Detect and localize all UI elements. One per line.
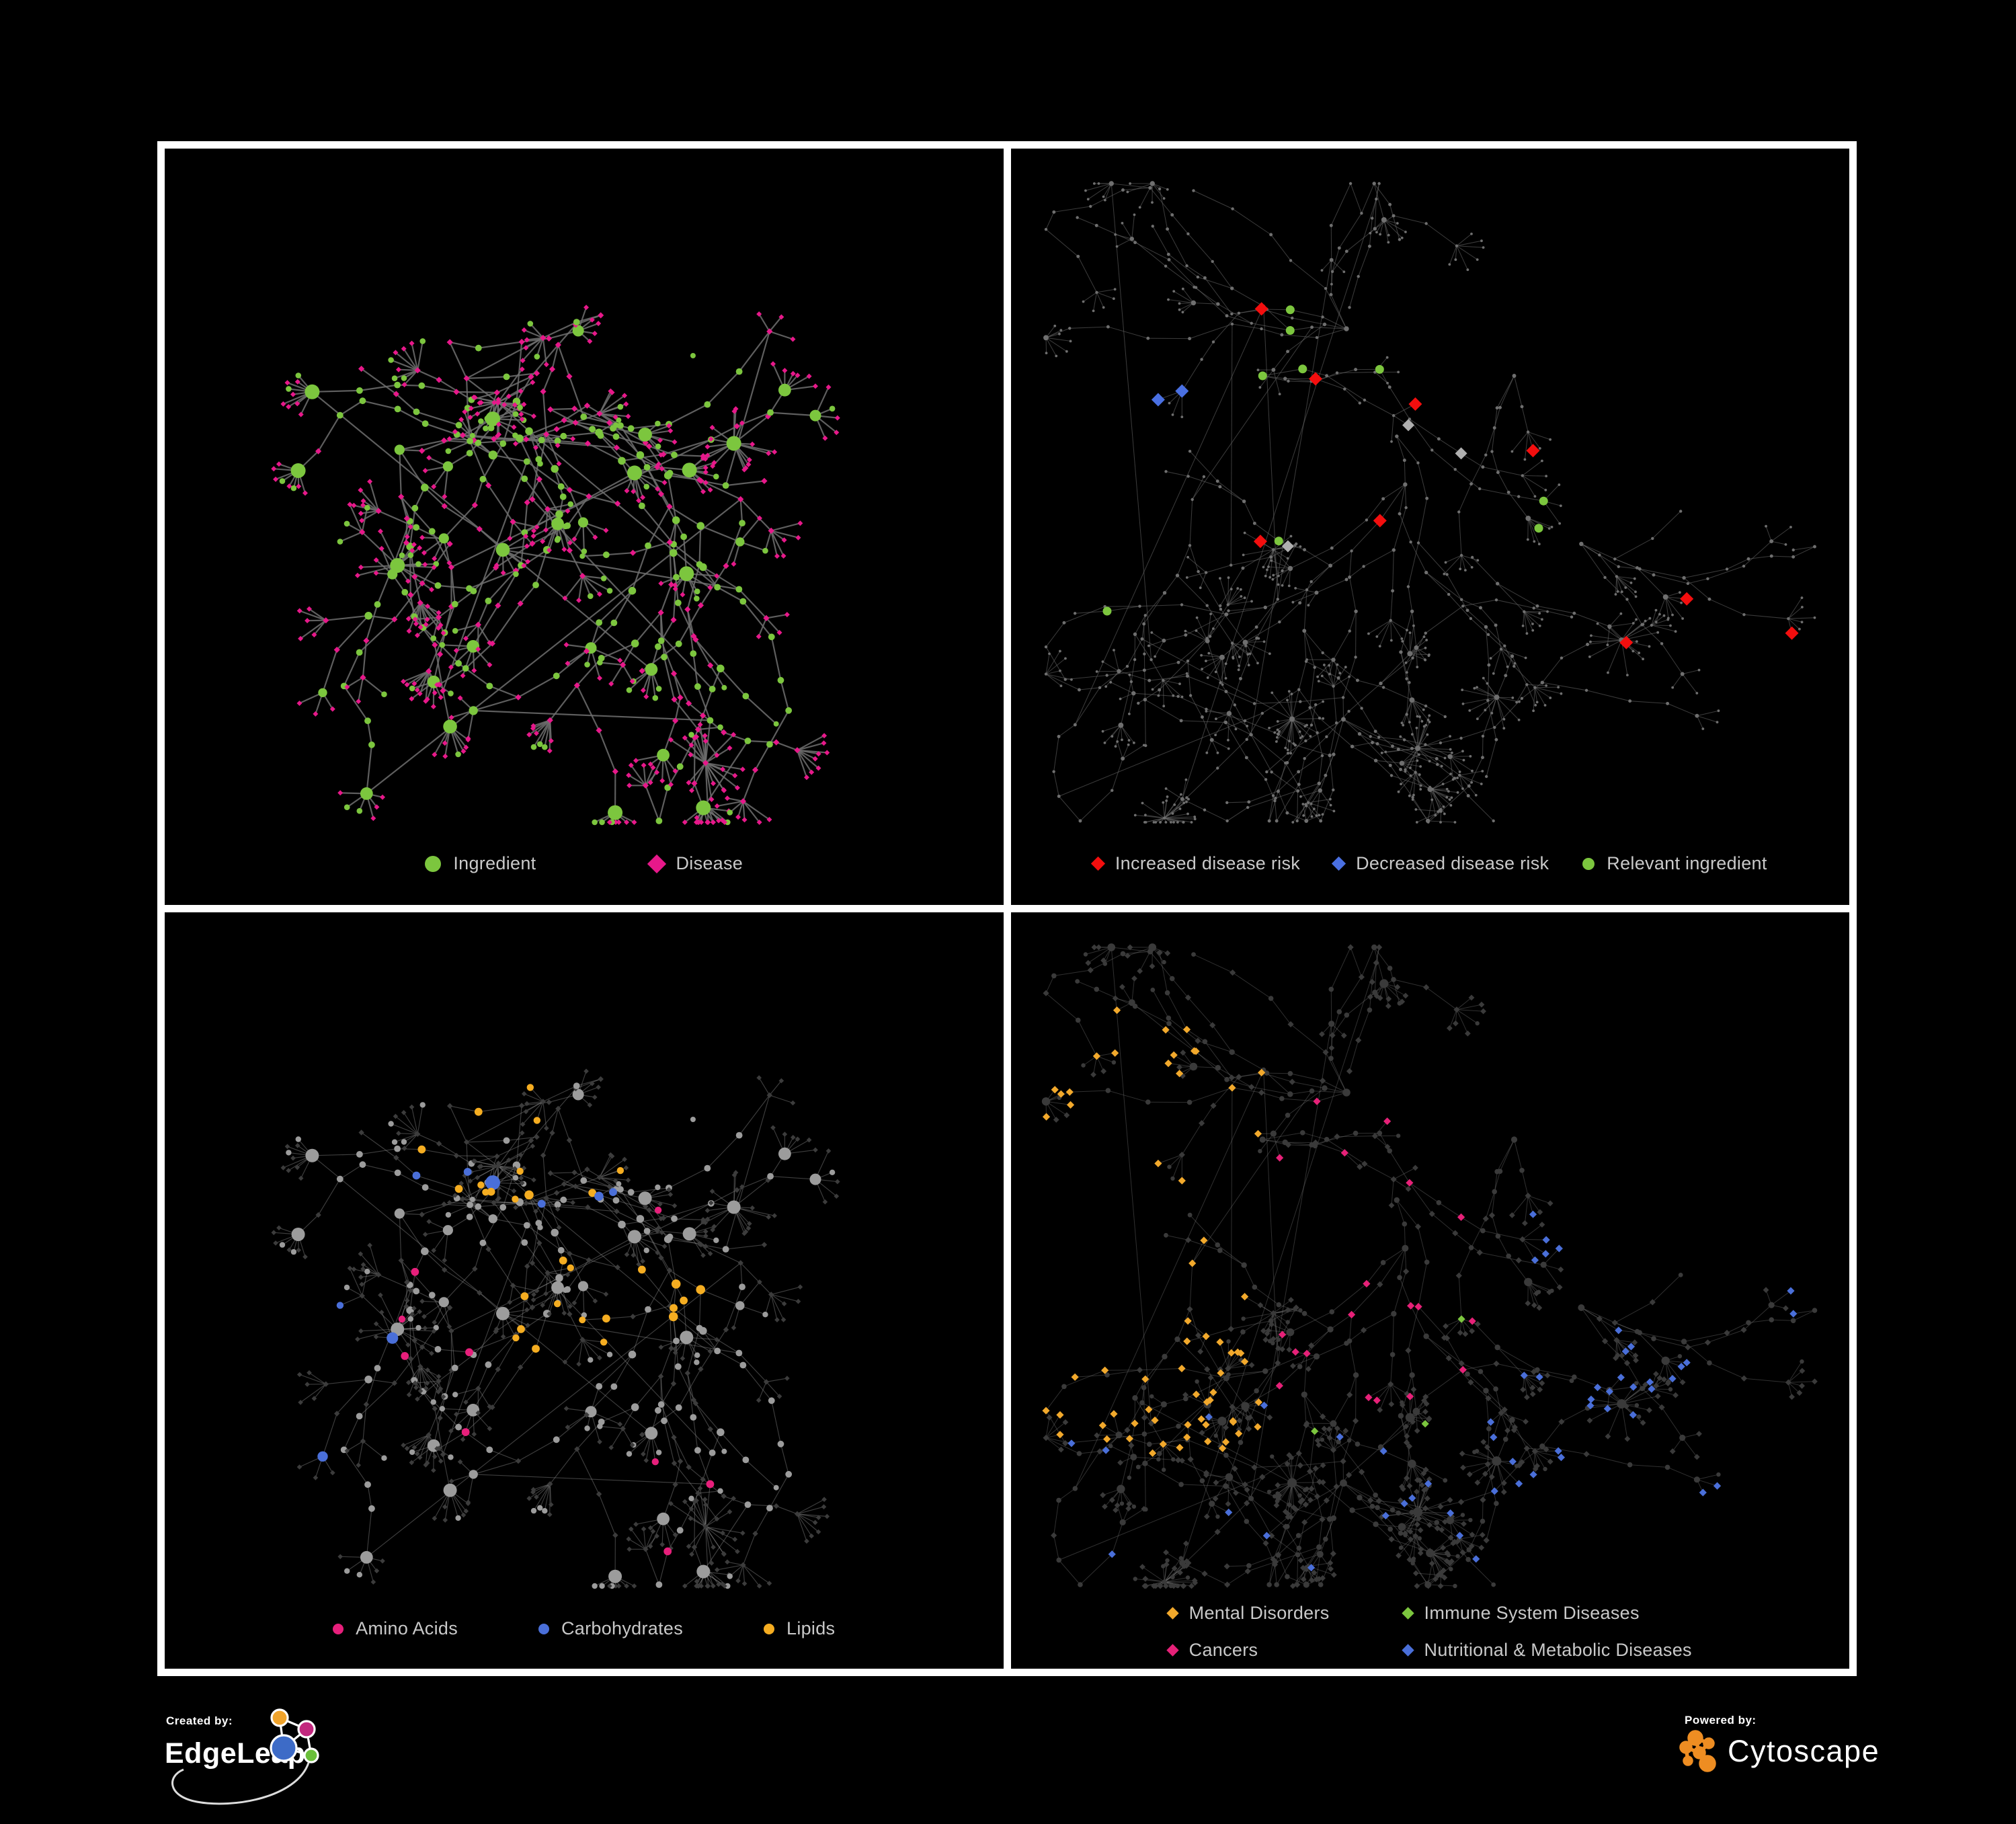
legend-label: Carbohydrates [561, 1618, 683, 1639]
powered-by-label: Powered by: [1685, 1714, 1757, 1727]
legend-item: Decreased disease risk [1334, 853, 1549, 874]
legend-item: Mental Disorders [1168, 1603, 1330, 1624]
panel-disease-risk: Increased disease risk Decreased disease … [1011, 149, 1850, 905]
legend-item: Relevant ingredient [1582, 853, 1767, 874]
legend-label: Cancers [1189, 1640, 1258, 1661]
legend-diamond-marker [647, 854, 666, 873]
legend-label: Ingredient [453, 853, 536, 874]
legend-label: Relevant ingredient [1607, 853, 1767, 874]
panel-nutrient-class: Amino Acids Carbohydrates Lipids [165, 912, 1004, 1669]
edgeleap-network-icon [271, 1710, 318, 1762]
legend-label: Amino Acids [356, 1618, 458, 1639]
created-by-label: Created by: [166, 1714, 233, 1727]
legend-diamond-marker [1091, 857, 1105, 871]
legend-item: Carbohydrates [538, 1618, 683, 1639]
legend-diamond-marker [1166, 1644, 1178, 1656]
legend-item: Cancers [1168, 1640, 1258, 1661]
legend-circle-marker [764, 1624, 774, 1634]
network-canvas-nutrient-class [165, 912, 1004, 1669]
legend-item: Lipids [764, 1618, 835, 1639]
legend-label: Mental Disorders [1189, 1603, 1330, 1624]
legend-label: Nutritional & Metabolic Diseases [1424, 1640, 1692, 1661]
network-canvas-ingredient-disease [165, 149, 1004, 905]
legend-label: Decreased disease risk [1356, 853, 1549, 874]
edgeleap-logo: Created by: EdgeLeap [158, 1706, 387, 1821]
cytoscape-network-icon [1681, 1732, 1714, 1770]
network-canvas-disease-category [1011, 912, 1850, 1669]
legend-diamond-marker [1402, 1607, 1414, 1619]
legend-circle-marker [425, 856, 441, 872]
legend-item: Amino Acids [333, 1618, 458, 1639]
legend-diamond-marker [1166, 1607, 1178, 1619]
footer-powered-by: Powered by: Cytoscape [1666, 1711, 1921, 1815]
legend-circle-marker [538, 1624, 549, 1634]
legend-diamond-marker [1332, 857, 1346, 871]
legend-item: Ingredient [425, 853, 536, 874]
legend-nutrient-class: Amino Acids Carbohydrates Lipids [165, 1618, 1004, 1639]
footer-created-by: Created by: EdgeLeap [158, 1706, 387, 1824]
legend-label: Increased disease risk [1115, 853, 1300, 874]
legend-label: Lipids [787, 1618, 835, 1639]
legend-label: Disease [676, 853, 743, 874]
legend-disease-category: Mental Disorders Immune System Diseases Ca… [1011, 1603, 1850, 1661]
legend-item: Increased disease risk [1093, 853, 1300, 874]
cytoscape-logo: Powered by: Cytoscape [1666, 1711, 1921, 1812]
figure-grid: Ingredient Disease Increased disease risk… [157, 141, 1857, 1676]
legend-item: Immune System Diseases [1404, 1603, 1640, 1624]
panel-disease-category: Mental Disorders Immune System Diseases Ca… [1011, 912, 1850, 1669]
network-canvas-disease-risk [1011, 149, 1850, 905]
legend-circle-marker [1582, 858, 1595, 870]
legend-diamond-marker [1402, 1644, 1414, 1656]
legend-disease-risk: Increased disease risk Decreased disease … [1011, 853, 1850, 874]
legend-label: Immune System Diseases [1424, 1603, 1640, 1624]
legend-item: Nutritional & Metabolic Diseases [1404, 1640, 1692, 1661]
cytoscape-wordmark: Cytoscape [1728, 1734, 1880, 1768]
panel-ingredient-disease: Ingredient Disease [165, 149, 1004, 905]
legend-ingredient-disease: Ingredient Disease [165, 853, 1004, 874]
legend-item: Disease [650, 853, 743, 874]
legend-circle-marker [333, 1624, 344, 1634]
